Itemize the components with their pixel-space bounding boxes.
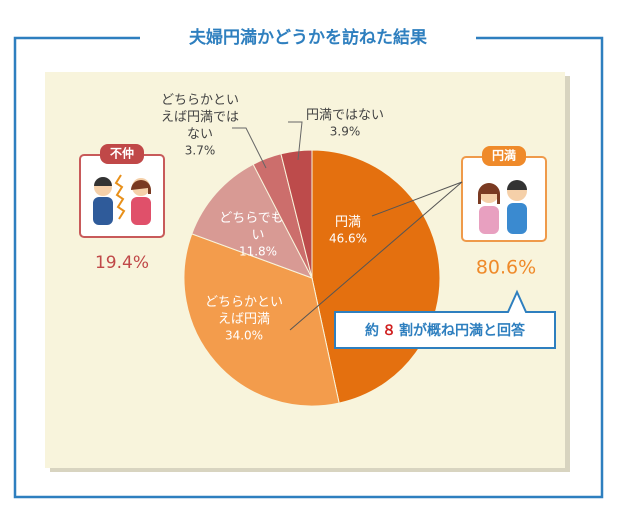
slice-label: どちらでもない (219, 211, 297, 243)
leader-line (288, 121, 303, 161)
pie-slice (191, 163, 314, 279)
callout-after: 割が概ね円満と回答 (399, 322, 526, 339)
leader-line (232, 127, 267, 169)
connector (371, 181, 463, 217)
slice-label: どちらかといえば円満ではない (161, 93, 239, 142)
slice-value-label: 46.6% (329, 232, 367, 246)
chart-title: 夫婦円満かどうかを訪ねた結果 (189, 27, 427, 48)
bad-badge (100, 144, 144, 164)
slice-value-label: 11.8% (239, 245, 277, 259)
bad-card (79, 154, 165, 238)
callout-before: 約 (365, 322, 379, 339)
good-card-total: 80.6% (476, 257, 536, 279)
bad-card-total: 19.4% (95, 253, 149, 273)
good-card (461, 156, 547, 242)
good-couple-icon (478, 180, 527, 234)
slice-label: 円満ではない (306, 108, 384, 123)
pie-slice (183, 233, 340, 407)
slice-value-label: 34.0% (225, 329, 263, 343)
pie-slice (280, 149, 313, 279)
callout-text: 約 ８ 割が概ね円満と回答 (365, 322, 526, 339)
callout-highlight: ８ (382, 323, 396, 339)
callout-box (334, 289, 556, 349)
slice-value-label: 3.7% (185, 144, 216, 158)
bad-card-label: 不仲 (110, 146, 134, 161)
good-card-label: 円満 (492, 148, 516, 163)
slice-value-label: 3.9% (330, 125, 361, 139)
title-backdrop (140, 24, 476, 52)
connector (289, 181, 463, 331)
slice-label: 円満 (335, 215, 361, 230)
good-badge (482, 146, 526, 166)
slice-label: どちらかといえば円満 (205, 295, 283, 327)
bad-couple-icon (93, 174, 151, 225)
